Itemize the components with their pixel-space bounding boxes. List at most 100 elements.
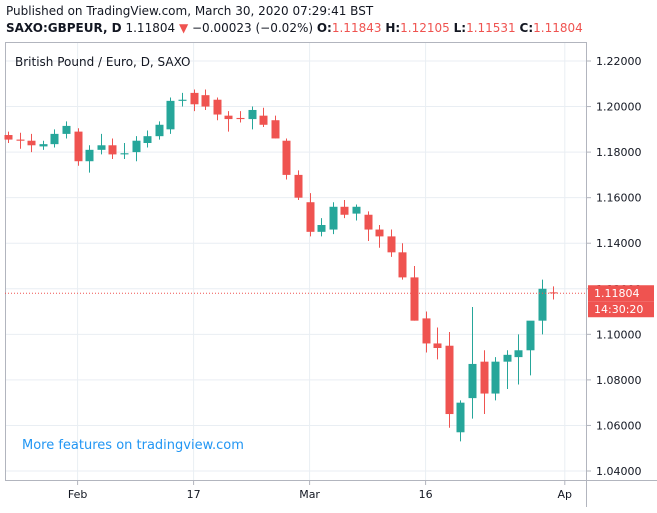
candle-body [236,117,245,120]
candle-down [306,193,315,237]
candles [4,89,558,442]
candle-body [190,92,199,105]
candle-down [190,89,199,112]
chart-container[interactable]: British Pound / Euro, D, SAXO More featu… [0,42,657,513]
candle-body [468,363,477,399]
close-label: C: [519,21,534,35]
time-tick-label: Mar [299,488,320,501]
candle-up [97,133,106,155]
candle-body [166,100,175,130]
candle-up [468,307,477,419]
candle-body [16,139,25,141]
candle-down [201,89,210,110]
candle-down [224,111,233,132]
candle-up [62,121,71,139]
low-label: L: [453,21,467,35]
candle-down [282,138,291,180]
high-label: H: [385,21,401,35]
grid [5,42,586,480]
candle-body [282,140,291,175]
candle-body [248,109,257,120]
close-value: 1.11804 [533,21,583,35]
candle-body [398,252,407,278]
candle-body [155,124,164,137]
candle-body [224,115,233,120]
candle-down [422,311,431,353]
last-price-badge-text: 1.11804 [594,287,640,300]
open-value: 1.11843 [331,21,382,35]
candle-body [259,115,268,125]
candle-body [491,361,500,394]
price-tick-label: 1.16000 [596,192,642,205]
candle-body [108,145,117,155]
price-change: −0.00023 (−0.02%) [192,21,314,35]
price-tick-label: 1.20000 [596,101,642,114]
price-tick-label: 1.08000 [596,374,642,387]
candle-up [143,130,152,148]
candle-up [514,334,523,385]
candle-down [27,133,36,153]
candle-up [39,140,48,150]
candle-body [456,402,465,433]
candle-down [549,286,558,300]
candle-up [248,106,257,130]
candle-down [236,111,245,123]
time-axis[interactable]: Feb 17 Mar 16 Ap [68,480,572,501]
candle-up [50,129,59,148]
candle-up [503,350,512,389]
open-label: O: [316,21,332,35]
candlestick-chart[interactable]: British Pound / Euro, D, SAXO More featu… [0,42,657,513]
candle-up [317,218,326,237]
candle-body [526,320,535,351]
last-price: 1.11804 [125,21,176,35]
published-line: Published on TradingView.com, March 30, … [6,4,374,18]
countdown-badge-text: 14:30:20 [594,303,643,316]
candle-down [410,266,419,321]
candle-body [375,229,384,237]
candle-body [85,149,94,162]
time-tick-label: 17 [187,488,201,501]
candle-up [85,145,94,173]
time-tick-label: 16 [419,488,433,501]
candle-down [387,229,396,257]
time-tick-label: Feb [68,488,87,501]
candle-up [329,202,338,235]
candle-body [387,236,396,253]
candle-body [317,225,326,232]
candle-down [364,211,373,241]
low-value: 1.11531 [466,21,516,35]
candle-down [294,170,303,200]
watermark-link[interactable]: More features on tradingview.com [22,438,244,453]
candle-up [178,92,187,107]
candle-body [201,95,210,107]
candle-down [375,225,384,248]
candle-body [27,140,36,146]
candle-down [433,327,442,360]
candle-body [271,120,280,139]
chart-title: British Pound / Euro, D, SAXO [15,55,191,69]
candle-down [213,97,222,121]
candle-body [39,144,48,147]
price-tick-label: 1.18000 [596,146,642,159]
candle-body [352,206,361,214]
candle-body [178,99,187,101]
candle-body [329,206,338,230]
candle-body [514,350,523,358]
last-price-badge [588,285,654,302]
candle-body [50,133,59,145]
candle-body [120,153,129,155]
price-tick-label: 1.06000 [596,419,642,432]
candle-up [526,320,535,376]
candle-down [259,107,268,128]
candle-down [271,115,280,139]
countdown-badge [588,301,654,318]
candle-body [433,343,442,348]
price-axis[interactable]: 1.220001.200001.180001.160001.140001.120… [586,55,642,478]
candle-body [538,288,547,321]
symbol-name[interactable]: SAXO:GBPEUR, D [6,21,122,35]
plot-border [5,42,587,481]
candle-down [480,350,489,415]
candle-up [538,279,547,335]
candle-up [456,400,465,442]
candle-down [398,243,407,280]
